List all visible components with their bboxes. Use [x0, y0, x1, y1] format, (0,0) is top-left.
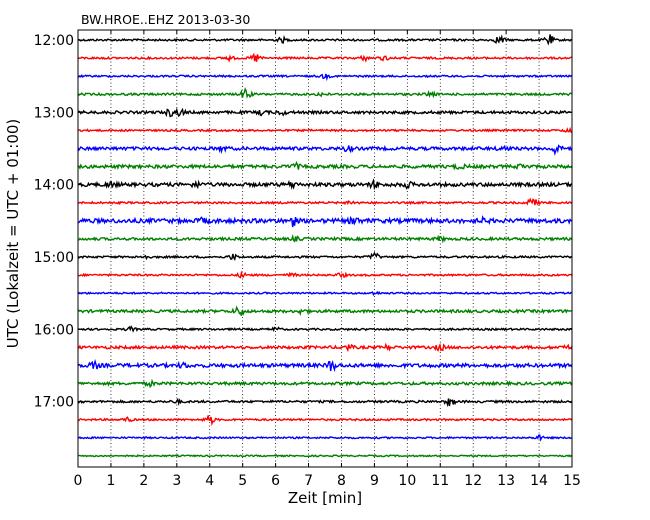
trace-1630 — [77, 359, 573, 372]
trace-1245 — [77, 87, 573, 99]
x-tick-label: 6 — [271, 473, 280, 489]
y-tick-label: 16:00 — [34, 322, 74, 338]
x-tick-label: 11 — [431, 473, 449, 489]
trace-1300 — [77, 107, 573, 118]
grid-lines — [110, 30, 540, 467]
trace-1730 — [77, 434, 573, 442]
trace-1600 — [77, 325, 573, 333]
trace-1700 — [77, 397, 573, 408]
y-tick-label: 12:00 — [34, 33, 74, 49]
x-tick-label: 0 — [74, 473, 83, 489]
trace-1430 — [77, 215, 573, 228]
trace-1745 — [77, 454, 573, 458]
trace-1515 — [77, 270, 573, 279]
y-tick-label: 14:00 — [34, 178, 74, 194]
ticks: 0 1 2 3 4 5 6 7 8 9 10 11 12 13 14 1512:0013:0014:0015:… — [34, 30, 581, 489]
traces — [77, 34, 573, 458]
trace-1645 — [77, 378, 573, 389]
x-tick-label: 9 — [370, 473, 379, 489]
chart-title: BW.HROE..EHZ 2013-03-30 — [81, 12, 250, 27]
trace-1230 — [77, 73, 573, 82]
trace-1500 — [77, 251, 573, 262]
trace-1415 — [77, 197, 573, 206]
trace-1715 — [77, 415, 573, 427]
trace-1400 — [77, 178, 573, 191]
x-axis-label: Zeit [min] — [288, 489, 362, 507]
trace-1200 — [77, 34, 573, 46]
y-tick-label: 17:00 — [34, 395, 74, 411]
x-tick-label: 1 — [106, 473, 115, 489]
x-tick-label: 5 — [238, 473, 247, 489]
x-tick-label: 13 — [497, 473, 515, 489]
y-tick-label: 15:00 — [34, 250, 74, 266]
trace-1530 — [77, 290, 573, 297]
trace-1545 — [77, 305, 573, 317]
x-tick-label: 2 — [139, 473, 148, 489]
trace-1330 — [77, 144, 573, 157]
x-tick-label: 12 — [464, 473, 482, 489]
trace-1445 — [77, 234, 573, 244]
x-tick-label: 8 — [337, 473, 346, 489]
y-axis-label: UTC (Lokalzeit = UTC + 01:00) — [4, 119, 22, 349]
trace-1615 — [77, 342, 573, 353]
trace-1315 — [77, 126, 573, 133]
x-tick-label: 14 — [530, 473, 548, 489]
x-tick-label: 3 — [172, 473, 181, 489]
x-tick-label: 10 — [398, 473, 416, 489]
y-tick-label: 13:00 — [34, 105, 74, 121]
plot-frame — [77, 29, 573, 468]
trace-1215 — [77, 52, 573, 63]
x-tick-label: 15 — [563, 473, 581, 489]
x-tick-label: 7 — [304, 473, 313, 489]
trace-1345 — [77, 160, 573, 171]
x-tick-label: 4 — [205, 473, 214, 489]
